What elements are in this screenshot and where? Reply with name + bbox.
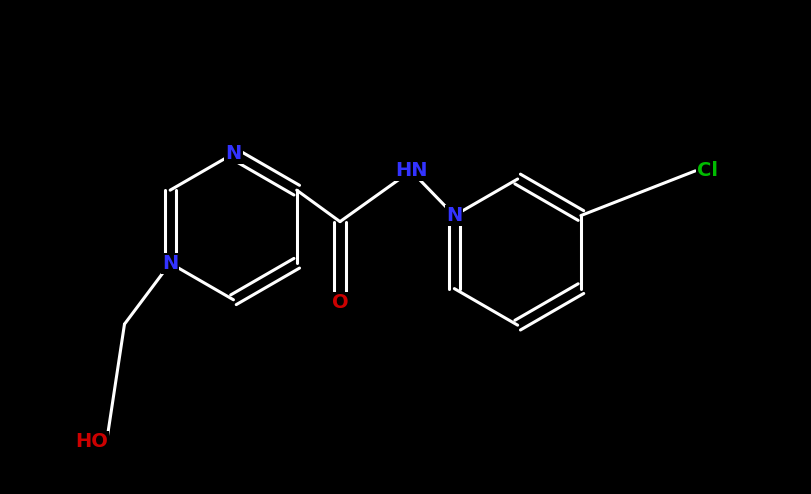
Text: N: N	[162, 254, 178, 273]
Text: HN: HN	[394, 162, 427, 180]
Text: O: O	[332, 293, 348, 312]
Text: N: N	[225, 144, 242, 163]
Text: Cl: Cl	[696, 162, 717, 180]
Text: N: N	[446, 206, 462, 225]
Text: HO: HO	[75, 432, 108, 452]
